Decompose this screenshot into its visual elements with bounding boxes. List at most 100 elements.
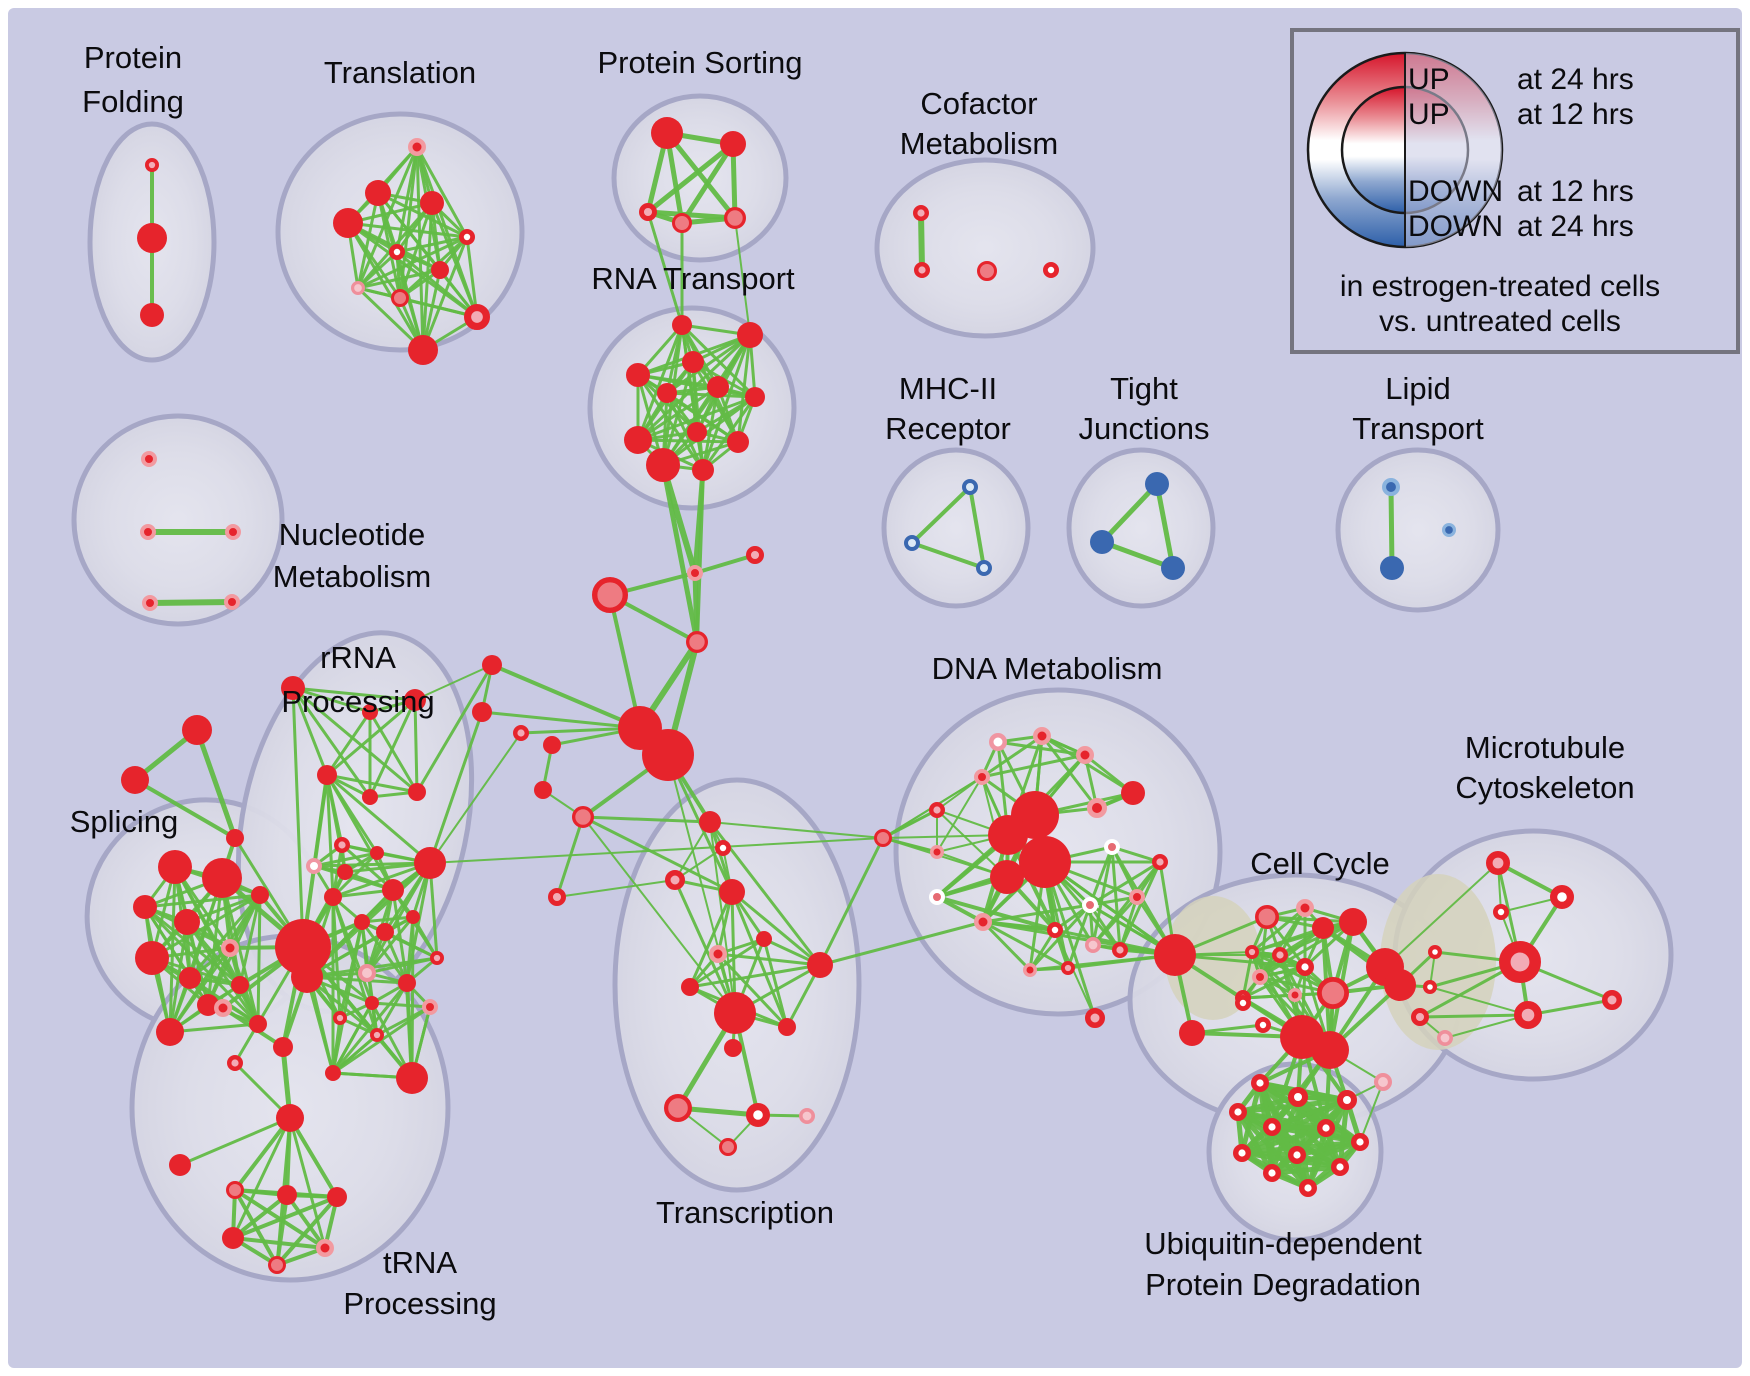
gene-node[interactable] xyxy=(1499,941,1542,984)
gene-node[interactable] xyxy=(1076,746,1094,764)
gene-node[interactable] xyxy=(158,850,192,884)
gene-node[interactable] xyxy=(1104,839,1120,855)
gene-node[interactable] xyxy=(174,909,200,935)
gene-node[interactable] xyxy=(1422,979,1437,994)
gene-node[interactable] xyxy=(156,1018,184,1046)
gene-node[interactable] xyxy=(988,815,1028,855)
gene-node[interactable] xyxy=(1121,781,1145,805)
gene-node[interactable] xyxy=(974,769,990,785)
gene-node[interactable] xyxy=(1602,990,1622,1010)
gene-node[interactable] xyxy=(231,976,249,994)
gene-node[interactable] xyxy=(1288,988,1302,1002)
gene-node[interactable] xyxy=(626,363,650,387)
gene-node[interactable] xyxy=(404,689,426,711)
gene-node[interactable] xyxy=(1317,977,1350,1010)
gene-node[interactable] xyxy=(913,204,930,221)
gene-node[interactable] xyxy=(370,846,384,860)
gene-node[interactable] xyxy=(306,858,322,874)
gene-node[interactable] xyxy=(929,889,945,905)
gene-node[interactable] xyxy=(1228,1102,1247,1121)
gene-node[interactable] xyxy=(543,736,561,754)
gene-node[interactable] xyxy=(332,1010,347,1025)
gene-node[interactable] xyxy=(1441,523,1456,538)
gene-node[interactable] xyxy=(369,1028,384,1043)
gene-node[interactable] xyxy=(221,939,239,957)
gene-node[interactable] xyxy=(756,931,772,947)
gene-node[interactable] xyxy=(904,535,920,551)
gene-node[interactable] xyxy=(1043,261,1060,278)
gene-node[interactable] xyxy=(224,594,240,610)
gene-node[interactable] xyxy=(657,383,677,403)
gene-node[interactable] xyxy=(778,1018,796,1036)
gene-node[interactable] xyxy=(1316,1118,1335,1137)
gene-node[interactable] xyxy=(1380,556,1404,580)
gene-node[interactable] xyxy=(1250,1073,1269,1092)
gene-node[interactable] xyxy=(592,577,629,614)
gene-node[interactable] xyxy=(719,879,745,905)
gene-node[interactable] xyxy=(179,967,201,989)
gene-node[interactable] xyxy=(226,1181,244,1199)
gene-node[interactable] xyxy=(1437,1030,1454,1047)
gene-node[interactable] xyxy=(226,1054,243,1071)
gene-node[interactable] xyxy=(1410,1007,1429,1026)
gene-node[interactable] xyxy=(327,1187,347,1207)
gene-node[interactable] xyxy=(1154,934,1196,976)
gene-node[interactable] xyxy=(388,243,405,260)
gene-node[interactable] xyxy=(874,829,892,847)
gene-node[interactable] xyxy=(362,789,378,805)
gene-node[interactable] xyxy=(1019,836,1071,888)
gene-node[interactable] xyxy=(1262,1163,1281,1182)
gene-node[interactable] xyxy=(672,213,692,233)
gene-node[interactable] xyxy=(1330,1157,1349,1176)
gene-node[interactable] xyxy=(276,1104,304,1132)
gene-node[interactable] xyxy=(1486,850,1511,875)
gene-node[interactable] xyxy=(182,715,212,745)
gene-node[interactable] xyxy=(408,138,426,156)
gene-node[interactable] xyxy=(715,840,732,857)
gene-node[interactable] xyxy=(317,765,337,785)
gene-node[interactable] xyxy=(1245,944,1260,959)
gene-node[interactable] xyxy=(137,223,167,253)
gene-node[interactable] xyxy=(281,676,305,700)
gene-node[interactable] xyxy=(324,888,342,906)
gene-node[interactable] xyxy=(962,479,978,495)
gene-node[interactable] xyxy=(1271,947,1288,964)
gene-node[interactable] xyxy=(719,1138,737,1156)
gene-node[interactable] xyxy=(1151,854,1168,871)
gene-node[interactable] xyxy=(225,524,241,540)
gene-node[interactable] xyxy=(1295,958,1314,977)
gene-node[interactable] xyxy=(1082,897,1098,913)
gene-node[interactable] xyxy=(642,729,694,781)
gene-node[interactable] xyxy=(365,180,391,206)
gene-node[interactable] xyxy=(692,459,714,481)
gene-node[interactable] xyxy=(251,886,269,904)
gene-node[interactable] xyxy=(724,1039,742,1057)
gene-node[interactable] xyxy=(429,950,444,965)
gene-node[interactable] xyxy=(687,422,707,442)
gene-node[interactable] xyxy=(534,781,552,799)
gene-node[interactable] xyxy=(681,978,699,996)
gene-node[interactable] xyxy=(724,206,747,229)
gene-node[interactable] xyxy=(226,829,244,847)
gene-node[interactable] xyxy=(376,923,394,941)
gene-node[interactable] xyxy=(709,945,727,963)
gene-node[interactable] xyxy=(745,387,765,407)
gene-node[interactable] xyxy=(1090,530,1114,554)
gene-node[interactable] xyxy=(135,941,169,975)
gene-node[interactable] xyxy=(1085,1008,1105,1028)
gene-node[interactable] xyxy=(337,864,353,880)
gene-node[interactable] xyxy=(1384,969,1416,1001)
gene-node[interactable] xyxy=(638,203,657,222)
gene-node[interactable] xyxy=(140,303,164,327)
gene-node[interactable] xyxy=(1287,1145,1306,1164)
gene-node[interactable] xyxy=(1232,1143,1251,1162)
gene-node[interactable] xyxy=(663,1093,692,1122)
gene-node[interactable] xyxy=(1033,727,1051,745)
gene-node[interactable] xyxy=(472,702,492,722)
gene-node[interactable] xyxy=(362,704,378,720)
gene-node[interactable] xyxy=(277,1185,297,1205)
gene-node[interactable] xyxy=(1087,798,1107,818)
gene-node[interactable] xyxy=(977,261,997,281)
gene-node[interactable] xyxy=(334,837,351,854)
gene-node[interactable] xyxy=(365,996,379,1010)
